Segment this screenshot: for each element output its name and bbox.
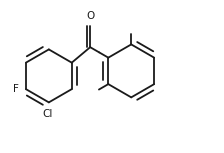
Text: Cl: Cl bbox=[42, 109, 53, 119]
Text: F: F bbox=[13, 84, 19, 94]
Text: O: O bbox=[87, 11, 95, 21]
